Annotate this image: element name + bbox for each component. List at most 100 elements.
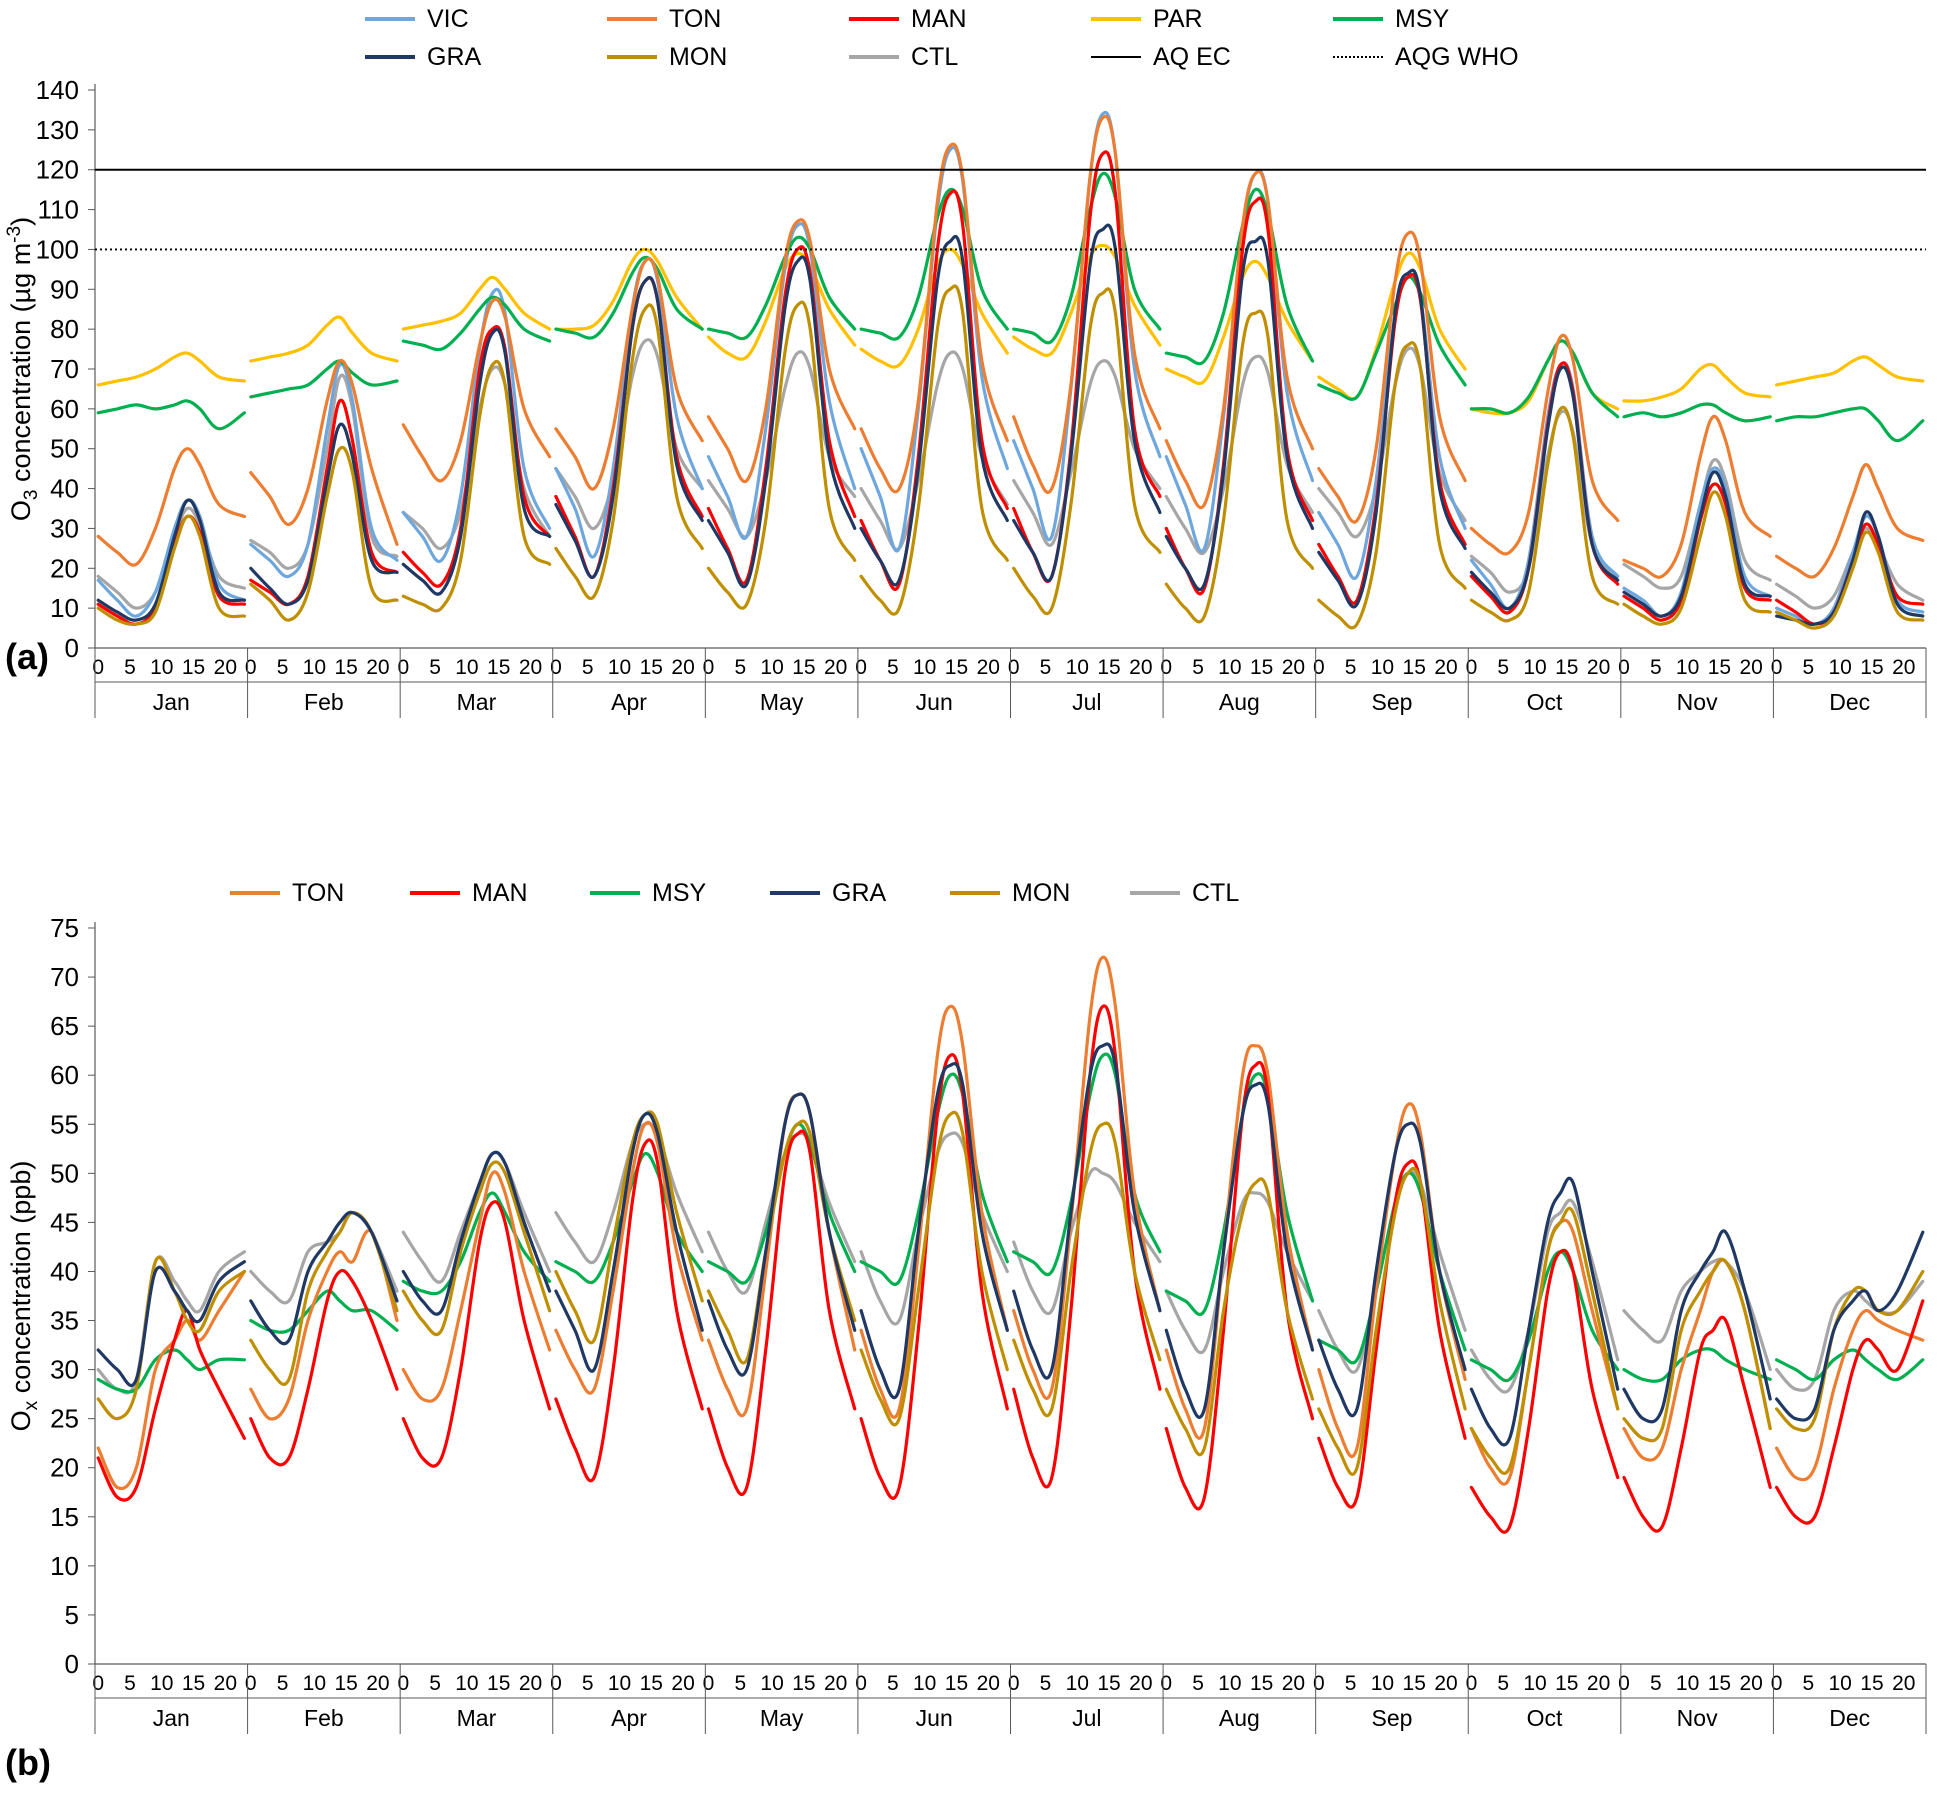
series-line-gra-m5 <box>706 1092 857 1377</box>
series-line-gra-m12 <box>1775 510 1925 626</box>
hour-tick-label: 0 <box>703 1672 715 1695</box>
y-tick-label: 50 <box>50 1158 79 1188</box>
panel-b-legend: TON MAN MSY GRA MON CTL <box>230 874 1940 912</box>
hour-tick-label: 15 <box>1555 656 1578 679</box>
series-line-gra-m10 <box>1469 1176 1620 1447</box>
legend-item-mon: MON <box>950 879 1130 908</box>
series-line-mon-m11 <box>1622 490 1772 626</box>
legend-line-marker-icon <box>365 17 415 21</box>
legend-label: PAR <box>1153 4 1203 33</box>
y-tick-label: 110 <box>38 195 79 225</box>
legend-line-marker-icon <box>770 891 820 895</box>
legend-label: MSY <box>1395 4 1450 33</box>
hour-tick-label: 0 <box>1160 656 1172 679</box>
series-line-ton-m11 <box>1622 414 1772 579</box>
hour-tick-label: 15 <box>945 1672 968 1695</box>
hour-tick-label: 20 <box>1129 1672 1152 1695</box>
month-label: Jan <box>153 1705 190 1731</box>
hour-tick-label: 5 <box>734 1672 746 1695</box>
series-line-vic-m11 <box>1622 466 1772 618</box>
hour-tick-label: 0 <box>1313 656 1325 679</box>
series-line-gra-m11 <box>1622 470 1772 618</box>
series-line-ton-m10 <box>1469 333 1620 556</box>
series-line-gra-m7 <box>1012 1042 1162 1380</box>
hour-tick-label: 20 <box>1434 1672 1457 1695</box>
month-label: Dec <box>1829 1705 1870 1731</box>
series-line-ton-m12 <box>1775 463 1925 579</box>
month-label: Dec <box>1829 689 1870 715</box>
hour-tick-label: 10 <box>150 656 173 679</box>
hour-tick-label: 15 <box>640 1672 663 1695</box>
y-axis-title: O3 concentration (µg m-3) <box>4 217 42 521</box>
legend-label: TON <box>292 878 345 907</box>
month-label: Apr <box>611 689 647 715</box>
hour-tick-label: 0 <box>92 656 104 679</box>
hour-tick-label: 20 <box>1892 1672 1915 1695</box>
series-line-par-m3 <box>401 275 552 331</box>
series-line-man-m6 <box>859 189 1009 591</box>
hour-tick-label: 5 <box>1497 1672 1509 1695</box>
series-line-ton-m1 <box>96 447 246 567</box>
hour-tick-label: 10 <box>1828 1672 1851 1695</box>
series-line-vic-m1 <box>96 498 246 618</box>
legend-item-ctl: CTL <box>1130 879 1310 908</box>
month-label: Mar <box>457 1705 497 1731</box>
y-tick-label: 40 <box>50 474 79 504</box>
hour-tick-label: 15 <box>792 1672 815 1695</box>
hour-tick-label: 5 <box>1040 1672 1052 1695</box>
legend-item-mon: MON <box>607 43 849 72</box>
legend-item-ton: TON <box>230 879 410 908</box>
hour-tick-label: 5 <box>429 656 441 679</box>
panel-b-letter: (b) <box>5 1742 51 1783</box>
month-label: Feb <box>304 689 344 715</box>
series-line-gra-m12 <box>1775 1230 1925 1422</box>
month-label: Oct <box>1527 689 1563 715</box>
series-line-mon-m7 <box>1012 287 1162 616</box>
hour-tick-label: 5 <box>1345 1672 1357 1695</box>
series-line-par-m4 <box>554 247 704 332</box>
hour-tick-label: 0 <box>1008 656 1020 679</box>
series-line-gra-m6 <box>859 235 1009 587</box>
hour-tick-label: 5 <box>1192 1672 1204 1695</box>
legend-line-marker-icon <box>410 891 460 895</box>
legend-item-aq-ec: AQ EC <box>1091 43 1333 72</box>
series-line-gra-m4 <box>554 1111 704 1373</box>
hour-tick-label: 10 <box>1676 1672 1699 1695</box>
hour-tick-label: 15 <box>945 656 968 679</box>
series-line-mon-m10 <box>1469 405 1620 623</box>
series-line-ctl-m8 <box>1164 354 1315 556</box>
hour-tick-label: 20 <box>1587 1672 1610 1695</box>
legend-item-msy: MSY <box>590 879 770 908</box>
series-line-mon-m8 <box>1164 309 1315 624</box>
series-line-msy-m10 <box>1469 1250 1620 1383</box>
series-line-mon-m6 <box>859 1110 1009 1427</box>
month-label: Sep <box>1371 689 1412 715</box>
hour-tick-label: 15 <box>1097 1672 1120 1695</box>
hour-tick-label: 20 <box>824 656 847 679</box>
hour-tick-label: 15 <box>1250 1672 1273 1695</box>
hour-tick-label: 5 <box>429 1672 441 1695</box>
series-line-gra-m9 <box>1317 268 1467 609</box>
month-label: Jul <box>1072 1705 1101 1731</box>
month-label: Apr <box>611 1705 647 1731</box>
series-line-gra-m6 <box>859 1062 1009 1400</box>
hour-tick-label: 0 <box>1618 656 1630 679</box>
y-tick-label: 5 <box>65 1600 79 1630</box>
series-line-mon-m10 <box>1469 1206 1620 1475</box>
legend-item-vic: VIC <box>365 5 607 34</box>
series-line-ctl-m7 <box>1012 359 1162 547</box>
y-tick-label: 25 <box>50 1404 79 1434</box>
series-line-mon-m3 <box>401 1160 552 1337</box>
hour-tick-label: 20 <box>1282 1672 1305 1695</box>
series-line-gra-m11 <box>1622 1229 1772 1424</box>
month-label: Aug <box>1219 689 1260 715</box>
series-line-gra-m3 <box>401 1150 552 1316</box>
series-line-par-m2 <box>249 315 399 363</box>
hour-tick-label: 15 <box>334 656 357 679</box>
hour-tick-label: 15 <box>1708 656 1731 679</box>
series-line-gra-m1 <box>96 1260 246 1388</box>
hour-tick-label: 5 <box>1192 656 1204 679</box>
hour-tick-label: 20 <box>671 1672 694 1695</box>
series-line-msy-m1 <box>96 399 246 431</box>
y-tick-label: 100 <box>36 234 79 264</box>
